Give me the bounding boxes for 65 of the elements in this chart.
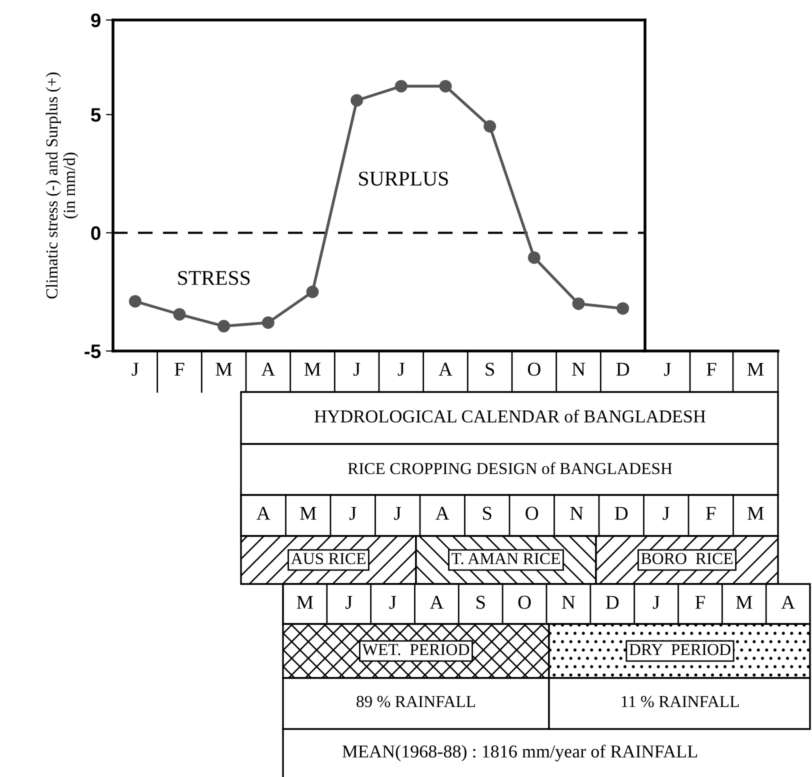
- text: 89 % RAINFALL: [356, 696, 476, 708]
- point: [262, 316, 274, 329]
- text: S: [483, 506, 492, 520]
- x-tick-label: J: [132, 362, 139, 376]
- text: N: [562, 596, 576, 609]
- text: F: [706, 506, 716, 520]
- y-tick-label: 5: [90, 108, 101, 122]
- text: M: [736, 596, 752, 609]
- point: [439, 80, 452, 92]
- text: D: [606, 596, 619, 609]
- point: [218, 320, 230, 332]
- point: [394, 80, 408, 92]
- text: A: [436, 506, 450, 520]
- text: HYDROLOGICAL CALENDAR of BANGLADESH: [314, 410, 706, 423]
- point: [173, 308, 186, 321]
- text: J: [389, 596, 396, 609]
- text: A: [430, 596, 444, 609]
- x-tick-label: M: [216, 362, 232, 376]
- text: J: [394, 506, 401, 520]
- y-tick-label: -5: [84, 344, 101, 358]
- text: D: [614, 506, 628, 520]
- y-axis-title: Climatic stress (-) and Surplus (+) (in mm/d): [46, 72, 78, 299]
- text: J: [662, 506, 670, 520]
- text: A: [256, 506, 270, 520]
- point: [616, 302, 630, 315]
- text: WET. PERIOD: [362, 644, 470, 656]
- text: M: [296, 596, 314, 609]
- x-tick-label: D: [616, 362, 630, 376]
- text: T. AMAN RICE: [452, 552, 560, 564]
- annotation: STRESS: [178, 271, 250, 286]
- text: S: [476, 596, 485, 609]
- x-tick-label: J: [353, 362, 360, 376]
- x-tick-label: A: [261, 362, 276, 376]
- point: [528, 251, 540, 264]
- text: RICE CROPPING DESIGN of BANGLADESH: [348, 462, 672, 474]
- text: DRY PERIOD: [629, 644, 730, 656]
- point: [128, 295, 142, 308]
- text: J: [346, 596, 352, 609]
- x-tick-label: M: [304, 362, 321, 376]
- point: [484, 120, 496, 133]
- x-tick-label: J: [398, 362, 405, 376]
- point: [306, 286, 319, 298]
- annotation: SURPLUS: [359, 172, 448, 186]
- text: O: [518, 596, 531, 609]
- x-tick-label: F: [174, 362, 184, 376]
- text: BORO RICE: [641, 552, 732, 564]
- text: J: [350, 506, 356, 520]
- x-tick-label: S: [486, 362, 494, 376]
- text: AUS RICE: [290, 552, 366, 564]
- text: J: [652, 596, 660, 609]
- point: [350, 94, 364, 107]
- y-tick-label: 9: [91, 13, 100, 28]
- text: 11 % RAINFALL: [622, 696, 739, 708]
- text: M: [300, 506, 316, 520]
- x-tick-label: A: [438, 362, 452, 376]
- text: N: [570, 506, 584, 520]
- x-tick-label: N: [572, 362, 586, 376]
- text: MEAN(1968-88) : 1816 mm/year of RAINFALL: [342, 744, 698, 762]
- text: M: [748, 506, 764, 520]
- point: [572, 297, 585, 310]
- x-tick-label: O: [528, 362, 540, 376]
- text: F: [695, 596, 705, 609]
- y-tick-label: 0: [91, 226, 100, 240]
- text: A: [781, 596, 795, 609]
- text: O: [526, 506, 538, 520]
